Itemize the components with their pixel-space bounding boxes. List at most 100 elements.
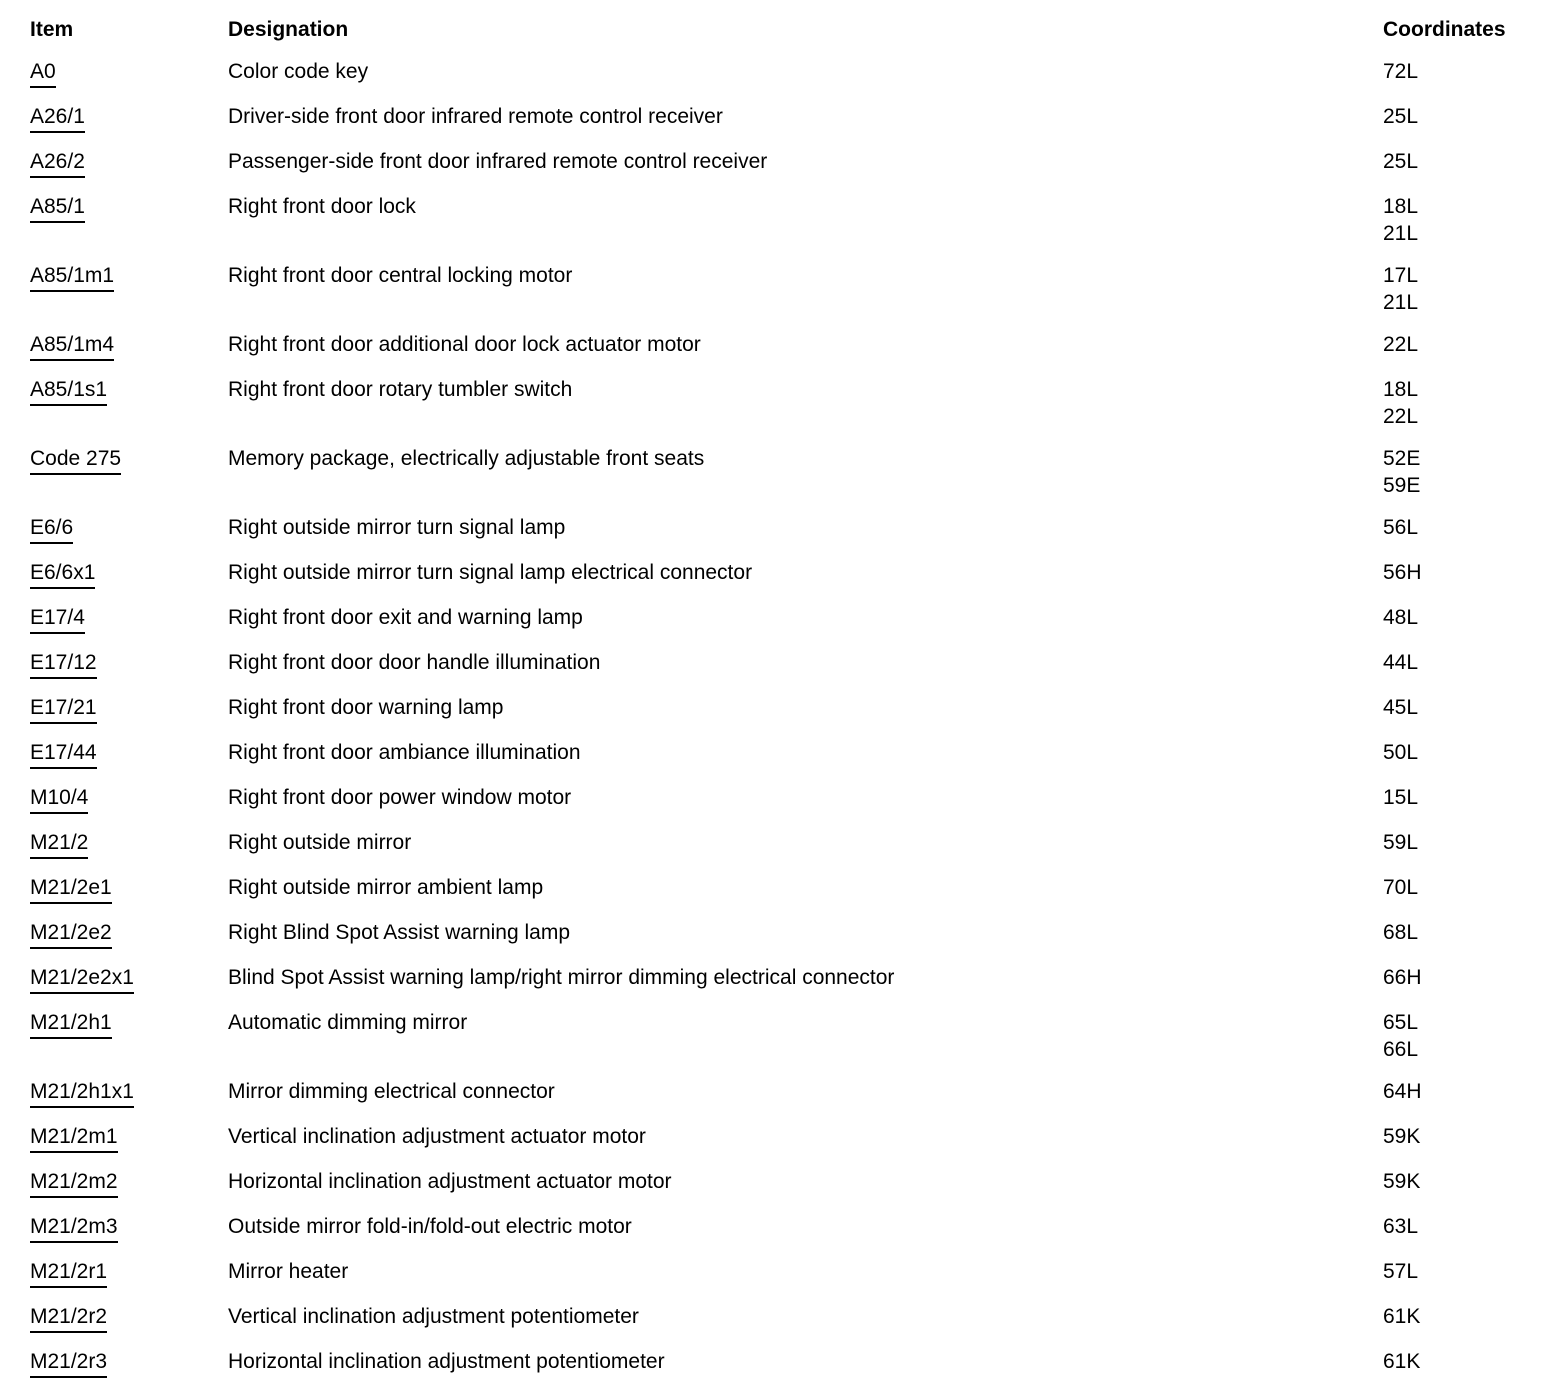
- coordinate-value: 50L: [1383, 741, 1419, 764]
- item-cell: M21/2r2: [30, 1303, 228, 1333]
- coordinates-cell: 25L: [1383, 148, 1568, 175]
- table-row: A26/2 Passenger-side front door infrared…: [30, 148, 1568, 178]
- table-row: A0 Color code key 72L: [30, 58, 1568, 88]
- item-code[interactable]: M21/2e2: [30, 919, 112, 949]
- designation-cell: Automatic dimming mirror: [228, 1011, 468, 1034]
- table-row: M21/2e2x1 Blind Spot Assist warning lamp…: [30, 964, 1568, 994]
- item-code[interactable]: M21/2e1: [30, 874, 112, 904]
- table-row: A85/1m4 Right front door additional door…: [30, 331, 1568, 361]
- item-cell: M21/2e2: [30, 919, 228, 949]
- coordinates-cell: 25L: [1383, 103, 1568, 130]
- item-code[interactable]: A85/1: [30, 193, 85, 223]
- coordinate-value: 56H: [1383, 561, 1422, 584]
- designation-cell: Right front door rotary tumbler switch: [228, 378, 573, 401]
- coordinate-value: 59E: [1383, 474, 1421, 497]
- item-code[interactable]: E17/21: [30, 694, 97, 724]
- designation-cell: Color code key: [228, 60, 369, 83]
- coordinate-value: 15L: [1383, 786, 1419, 809]
- designation-cell: Driver-side front door infrared remote c…: [228, 105, 723, 128]
- item-code[interactable]: E6/6x1: [30, 559, 96, 589]
- coordinates-cell: 45L: [1383, 694, 1568, 721]
- coordinates-cell: 64H: [1383, 1078, 1568, 1105]
- designation-cell: Right front door lock: [228, 195, 416, 218]
- item-code[interactable]: M10/4: [30, 784, 89, 814]
- item-code[interactable]: Code 275: [30, 445, 122, 475]
- table-row: A85/1 Right front door lock 18L 21L: [30, 193, 1568, 247]
- designation-cell: Right front door door handle illuminatio…: [228, 651, 601, 674]
- coordinate-value: 52E: [1383, 447, 1421, 470]
- designation-cell: Right front door warning lamp: [228, 696, 504, 719]
- item-code[interactable]: A0: [30, 58, 56, 88]
- item-cell: M10/4: [30, 784, 228, 814]
- table-row: M21/2h1x1 Mirror dimming electrical conn…: [30, 1078, 1568, 1108]
- item-code[interactable]: A26/1: [30, 103, 85, 133]
- item-cell: E17/44: [30, 739, 228, 769]
- designation-cell: Right outside mirror turn signal lamp: [228, 516, 566, 539]
- table-row: E6/6x1 Right outside mirror turn signal …: [30, 559, 1568, 589]
- header-designation: Designation: [228, 18, 349, 41]
- designation-cell: Vertical inclination adjustment actuator…: [228, 1125, 646, 1148]
- item-code[interactable]: A26/2: [30, 148, 85, 178]
- item-cell: M21/2m2: [30, 1168, 228, 1198]
- table-row: M21/2r2 Vertical inclination adjustment …: [30, 1303, 1568, 1333]
- coordinate-value: 66H: [1383, 966, 1422, 989]
- coordinate-value: 44L: [1383, 651, 1419, 674]
- designation-cell: Right front door exit and warning lamp: [228, 606, 583, 629]
- coordinates-cell: 44L: [1383, 649, 1568, 676]
- item-cell: E6/6: [30, 514, 228, 544]
- item-cell: A85/1s1: [30, 376, 228, 406]
- coordinate-value: 68L: [1383, 921, 1419, 944]
- item-code[interactable]: A85/1s1: [30, 376, 108, 406]
- table-row: M21/2m3 Outside mirror fold-in/fold-out …: [30, 1213, 1568, 1243]
- coordinates-cell: 22L: [1383, 331, 1568, 358]
- item-code[interactable]: M21/2m1: [30, 1123, 118, 1153]
- coordinate-value: 64H: [1383, 1080, 1422, 1103]
- coordinates-cell: 61K: [1383, 1348, 1568, 1375]
- item-cell: A0: [30, 58, 228, 88]
- table-row: E17/21 Right front door warning lamp 45L: [30, 694, 1568, 724]
- coordinates-cell: 72L: [1383, 58, 1568, 85]
- coordinate-value: 45L: [1383, 696, 1419, 719]
- designation-cell: Right outside mirror: [228, 831, 412, 854]
- item-code[interactable]: M21/2r1: [30, 1258, 108, 1288]
- coordinate-value: 22L: [1383, 405, 1419, 428]
- coordinate-value: 65L: [1383, 1011, 1419, 1034]
- coordinates-cell: 66H: [1383, 964, 1568, 991]
- coordinate-value: 66L: [1383, 1038, 1419, 1061]
- item-cell: M21/2r3: [30, 1348, 228, 1378]
- designation-cell: Passenger-side front door infrared remot…: [228, 150, 768, 173]
- item-cell: M21/2r1: [30, 1258, 228, 1288]
- item-cell: M21/2h1: [30, 1009, 228, 1039]
- item-code[interactable]: M21/2h1: [30, 1009, 112, 1039]
- item-code[interactable]: M21/2h1x1: [30, 1078, 134, 1108]
- coordinates-cell: 56H: [1383, 559, 1568, 586]
- item-cell: A85/1: [30, 193, 228, 223]
- item-code[interactable]: M21/2r3: [30, 1348, 108, 1378]
- designation-cell: Right outside mirror ambient lamp: [228, 876, 544, 899]
- item-code[interactable]: E17/44: [30, 739, 97, 769]
- item-cell: E17/21: [30, 694, 228, 724]
- coordinates-cell: 61K: [1383, 1303, 1568, 1330]
- item-code[interactable]: A85/1m1: [30, 262, 115, 292]
- item-code[interactable]: M21/2: [30, 829, 89, 859]
- item-cell: A85/1m1: [30, 262, 228, 292]
- designation-cell: Vertical inclination adjustment potentio…: [228, 1305, 639, 1328]
- coordinates-cell: 56L: [1383, 514, 1568, 541]
- table-row: E17/44 Right front door ambiance illumin…: [30, 739, 1568, 769]
- coordinate-value: 61K: [1383, 1305, 1421, 1328]
- item-code[interactable]: E6/6: [30, 514, 74, 544]
- table-body: A0 Color code key 72L A26/1 Driver-side …: [30, 58, 1568, 1378]
- coordinate-value: 63L: [1383, 1215, 1419, 1238]
- item-code[interactable]: E17/4: [30, 604, 85, 634]
- item-code[interactable]: M21/2m3: [30, 1213, 118, 1243]
- item-code[interactable]: M21/2e2x1: [30, 964, 134, 994]
- designation-cell: Right front door additional door lock ac…: [228, 333, 701, 356]
- item-code[interactable]: E17/12: [30, 649, 97, 679]
- table-row: M21/2h1 Automatic dimming mirror 65L 66L: [30, 1009, 1568, 1063]
- item-code[interactable]: A85/1m4: [30, 331, 115, 361]
- item-code[interactable]: M21/2r2: [30, 1303, 108, 1333]
- item-code[interactable]: M21/2m2: [30, 1168, 118, 1198]
- coordinate-value: 57L: [1383, 1260, 1419, 1283]
- table-row: M21/2r1 Mirror heater 57L: [30, 1258, 1568, 1288]
- item-cell: M21/2: [30, 829, 228, 859]
